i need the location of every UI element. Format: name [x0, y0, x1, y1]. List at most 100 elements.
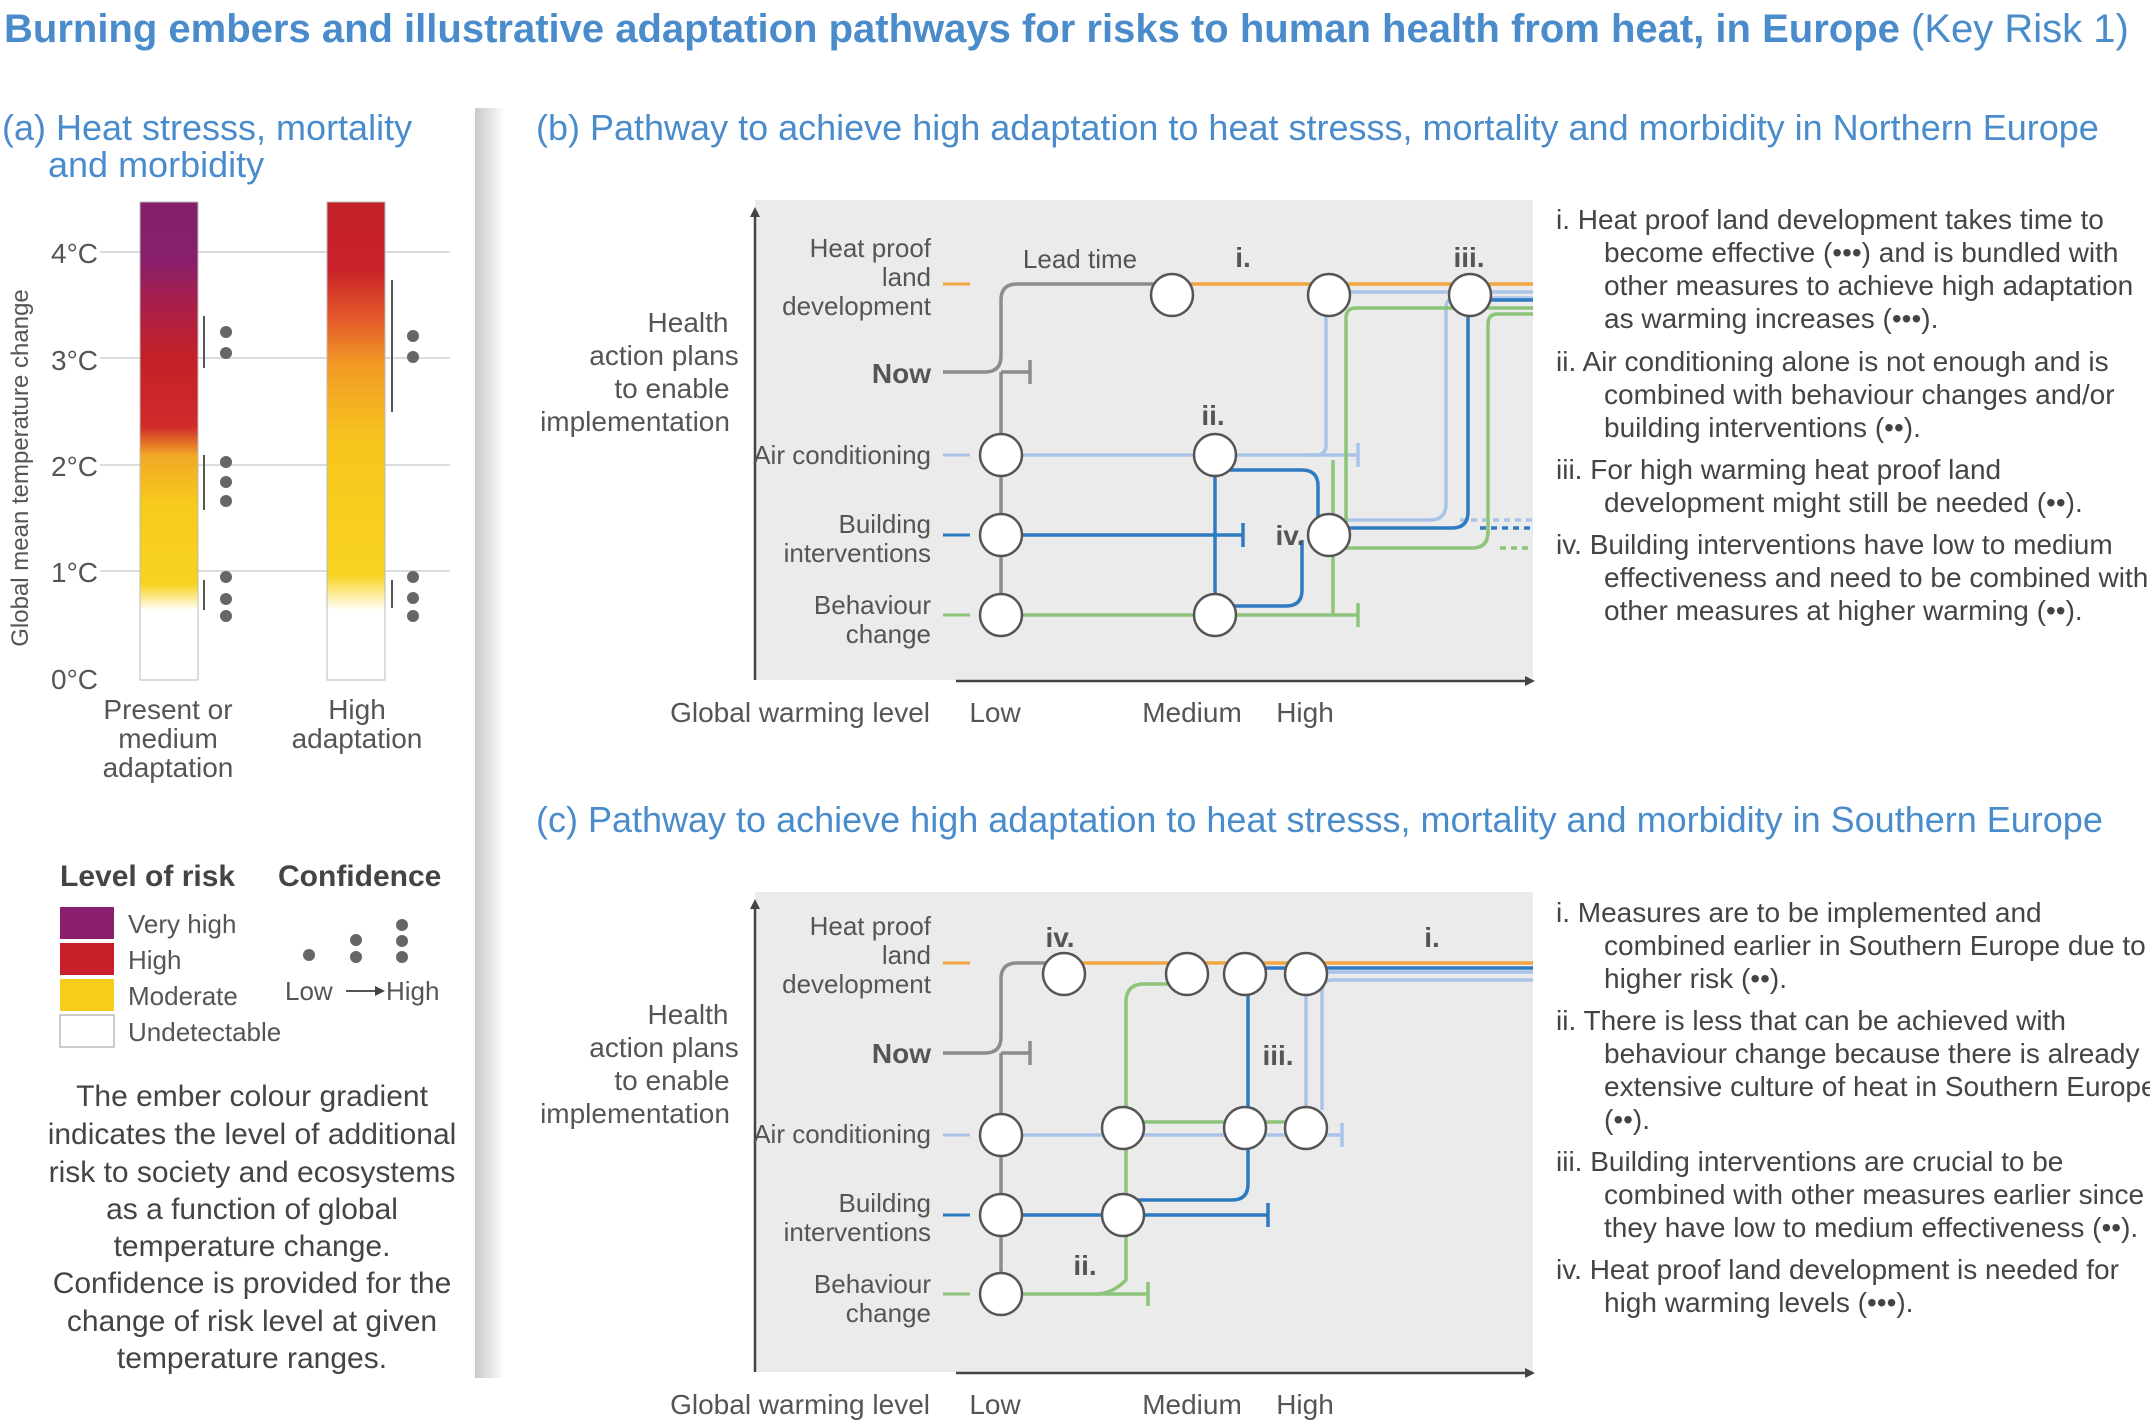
panel-b-xtick-medium: Medium: [1142, 697, 1242, 728]
panel-c-row-now: Now: [872, 1038, 931, 1069]
panel-b-health-title-2: action plans: [589, 340, 738, 371]
panel-b-note-line: effectiveness and need to be combined wi…: [1604, 562, 2148, 593]
legend-label-very-high: Very high: [128, 909, 236, 939]
panel-c-note-line: extensive culture of heat in Southern Eu…: [1604, 1071, 2150, 1102]
panel-c-row-building-1: Building: [838, 1188, 931, 1218]
panel-c-title: (c) Pathway to achieve high adaptation t…: [536, 799, 2103, 840]
panel-b-note-line: building interventions (••).: [1604, 412, 1921, 443]
panel-divider: [475, 108, 505, 1378]
panel-b-row-heat-2: land: [882, 262, 931, 292]
ytick-1: 1°C: [51, 557, 98, 588]
panel-b-note-line: i. Heat proof land development takes tim…: [1556, 204, 2104, 235]
panel-c-note-line: i. Measures are to be implemented and: [1556, 897, 2042, 928]
ember-description-line: risk to society and ecosystems: [49, 1156, 456, 1189]
panel-b-lead-time: Lead time: [1023, 244, 1137, 274]
figure-title-main: Burning embers and illustrative adaptati…: [4, 7, 1900, 51]
panel-c-node: [978, 1271, 1024, 1317]
panel-b-xtick-low: Low: [969, 697, 1021, 728]
ember-high-adaptation: [326, 201, 386, 681]
panel-c-nodes: [978, 951, 1329, 1317]
panel-b-row-behaviour-2: change: [846, 619, 931, 649]
panel-c-xlabel: Global warming level: [670, 1389, 930, 1420]
panel-b-title: (b) Pathway to achieve high adaptation t…: [536, 107, 2099, 148]
panel-c-note-line: ii. There is less that can be achieved w…: [1556, 1005, 2066, 1036]
panel-a-title-line1: (a) Heat stresss, mortality: [2, 107, 412, 148]
panel-b-node: [1306, 512, 1352, 558]
panel-c-note-line: (••).: [1604, 1104, 1650, 1135]
panel-b-nodes: [978, 272, 1493, 638]
panel-b-marker-iii: iii.: [1453, 242, 1484, 273]
ember-description-line: temperature ranges.: [117, 1342, 387, 1375]
panel-b-note-line: other measures to achieve high adaptatio…: [1604, 270, 2133, 301]
ember2-confidence-dots: [407, 330, 419, 622]
panel-c-node: [1283, 1105, 1329, 1151]
legend-confidence-dots: [303, 919, 408, 963]
panel-b-note-line: combined with behaviour changes and/or: [1604, 379, 2115, 410]
panel-c-note-line: high warming levels (•••).: [1604, 1287, 1914, 1318]
panel-b-note-line: as warming increases (•••).: [1604, 303, 1938, 334]
panel-c-health-lines: [943, 961, 1064, 1294]
panel-c-node: [1222, 951, 1268, 997]
figure-title-suffix: (Key Risk 1): [1900, 7, 2129, 51]
panel-b-node: [1447, 272, 1493, 318]
ytick-0: 0°C: [51, 664, 98, 695]
panel-b-xtick-high: High: [1276, 697, 1334, 728]
ytick-2: 2°C: [51, 451, 98, 482]
panel-b-health-title-4: implementation: [540, 406, 730, 437]
panel-c-row-behaviour-2: change: [846, 1298, 931, 1328]
panel-c-row-heat-3: development: [782, 969, 932, 999]
panel-c-note-line: combined with other measures earlier sin…: [1604, 1179, 2144, 1210]
panel-c-health-title-3: to enable: [614, 1065, 729, 1096]
panel-b-row-heat-1: Heat proof: [810, 233, 932, 263]
panel-c-node: [1100, 1105, 1146, 1151]
legend-confidence-low: Low: [285, 976, 333, 1006]
panel-a: (a) Heat stresss, mortality and morbidit…: [2, 107, 450, 783]
panel-b-health-lines: [943, 282, 1172, 615]
panel-c-node: [1041, 951, 1087, 997]
ember2-label-1: High: [328, 694, 386, 725]
panel-c: (c) Pathway to achieve high adaptation t…: [536, 799, 2150, 1420]
legend-swatch-undetectable: [59, 1014, 115, 1048]
panel-b-notes: i. Heat proof land development takes tim…: [1556, 204, 2148, 626]
panel-c-marker-ii: ii.: [1073, 1250, 1096, 1281]
panel-b-node: [1192, 592, 1238, 638]
legend-swatch-moderate: [60, 979, 114, 1011]
panel-b-note-line: other measures at higher warming (••).: [1604, 595, 2083, 626]
panel-c-marker-i: i.: [1424, 922, 1440, 953]
panel-b-note-line: ii. Air conditioning alone is not enough…: [1556, 346, 2109, 377]
ember-description-line: as a function of global: [106, 1193, 398, 1226]
legend: Level of risk Very high High Moderate Un…: [48, 860, 457, 1375]
legend-confidence-high: High: [386, 976, 439, 1006]
panel-b: (b) Pathway to achieve high adaptation t…: [536, 107, 2148, 728]
panel-b-note-line: iv. Building interventions have low to m…: [1556, 529, 2113, 560]
ember1-label-3: adaptation: [103, 752, 234, 783]
panel-c-node: [1283, 951, 1329, 997]
panel-b-row-behaviour-1: Behaviour: [814, 590, 931, 620]
panel-b-row-building-2: interventions: [784, 538, 931, 568]
panel-b-node: [978, 512, 1024, 558]
panel-b-health-title-3: to enable: [614, 373, 729, 404]
ember-present-medium: [139, 201, 199, 681]
panel-b-marker-ii: ii.: [1201, 400, 1224, 431]
panel-b-marker-iv: iv.: [1275, 520, 1304, 551]
ember-description-line: indicates the level of additional: [48, 1118, 457, 1151]
panel-c-notes: i. Measures are to be implemented and co…: [1556, 897, 2150, 1318]
legend-risk-title: Level of risk: [60, 860, 235, 893]
panel-c-xtick-medium: Medium: [1142, 1389, 1242, 1420]
panel-c-note-line: they have low to medium effectiveness (•…: [1604, 1212, 2138, 1243]
ember1-label-2: medium: [118, 723, 218, 754]
panel-a-ylabel: Global mean temperature change: [7, 289, 34, 647]
ember-description-line: The ember colour gradient: [76, 1080, 429, 1113]
panel-c-note-line: combined earlier in Southern Europe due …: [1604, 930, 2146, 961]
panel-c-row-heat-2: land: [882, 940, 931, 970]
panel-c-marker-iv: iv.: [1045, 922, 1074, 953]
panel-a-title-line2: and morbidity: [48, 144, 264, 185]
panel-b-node: [1149, 272, 1195, 318]
ytick-4: 4°C: [51, 238, 98, 269]
panel-b-node: [1306, 272, 1352, 318]
ember1-confidence-dots: [220, 326, 232, 622]
panel-c-node: [1100, 1192, 1146, 1238]
legend-swatch-high: [60, 943, 114, 975]
panel-c-node: [978, 1112, 1024, 1158]
legend-confidence-title: Confidence: [278, 860, 441, 893]
